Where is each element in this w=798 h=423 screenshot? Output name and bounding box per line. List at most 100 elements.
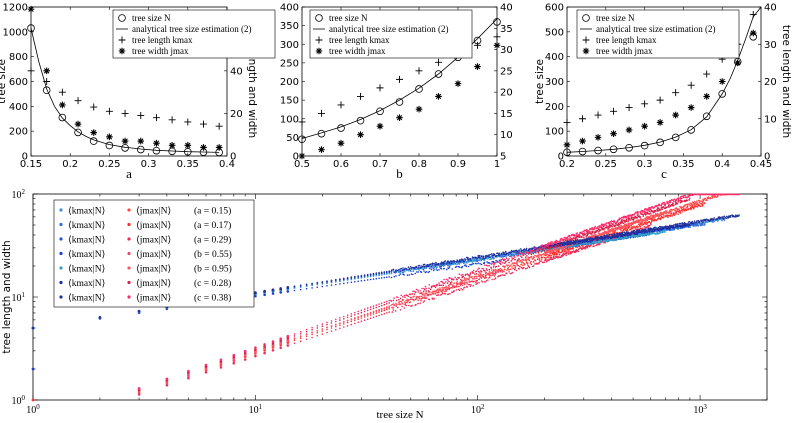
- j-point: [593, 245, 595, 247]
- k-point: [497, 254, 500, 257]
- j-point: [695, 203, 697, 206]
- j-point: [523, 263, 526, 266]
- j-point: [685, 208, 687, 211]
- k-point: [417, 266, 420, 269]
- j-point: [460, 287, 463, 290]
- j-point: [604, 230, 606, 232]
- j-point: [475, 283, 477, 286]
- j-point: [506, 264, 509, 267]
- j-point: [521, 260, 523, 262]
- j-point: [629, 228, 632, 231]
- j-point: [354, 319, 356, 322]
- j-point: [311, 329, 313, 331]
- j-point: [539, 253, 541, 256]
- j-point: [449, 292, 451, 295]
- j-point: [502, 265, 505, 267]
- j-point: [485, 271, 488, 274]
- j-point: [422, 292, 424, 294]
- j-point: [541, 253, 544, 256]
- j-point: [549, 256, 552, 259]
- j-point: [639, 216, 642, 218]
- j-point: [556, 256, 558, 259]
- k-point: [476, 263, 478, 265]
- k-point: [372, 275, 375, 277]
- tree-width-point: [376, 122, 384, 130]
- k-point: [339, 280, 341, 282]
- j-point: [453, 285, 455, 287]
- k-point: [455, 261, 458, 263]
- k-point: [577, 245, 580, 247]
- j-point: [409, 301, 412, 303]
- k-point: [687, 225, 689, 227]
- j-point: [621, 226, 623, 228]
- j-point: [699, 200, 701, 202]
- k-point: [520, 253, 522, 256]
- j-point: [667, 211, 669, 214]
- x-axis-label: tree size N: [376, 409, 423, 421]
- tree-size-point: [376, 107, 384, 116]
- k-point: [465, 265, 468, 268]
- k-point: [378, 277, 380, 280]
- j-point: [423, 296, 425, 299]
- j-point: [456, 281, 458, 283]
- j-point: [326, 323, 328, 326]
- j-point: [330, 322, 333, 324]
- j-point: [650, 221, 652, 224]
- j-point: [599, 243, 601, 246]
- j-point: [453, 286, 456, 289]
- j-point: [392, 303, 395, 305]
- k-point: [600, 239, 602, 242]
- k-point: [589, 243, 592, 245]
- j-point: [557, 247, 559, 250]
- x-tick-label: 1: [494, 159, 500, 170]
- k-point: [639, 235, 642, 237]
- j-point: [625, 227, 627, 229]
- legend-label: analytical tree size estimation (2): [132, 24, 251, 34]
- j-point: [474, 273, 476, 275]
- k-point: [458, 266, 461, 268]
- j-point: [642, 215, 645, 217]
- j-point: [577, 250, 580, 253]
- k-point: [633, 232, 635, 234]
- k-point: [383, 273, 386, 276]
- j-point: [545, 257, 547, 259]
- j-point: [478, 282, 480, 284]
- y-tick-label-right: 15: [500, 109, 513, 120]
- k-point: [492, 260, 495, 263]
- tree-length-point: [656, 96, 664, 104]
- j-point: [598, 232, 600, 235]
- tree-width-point: [579, 137, 586, 145]
- j-point: [343, 326, 345, 328]
- tree-size-point: [671, 133, 680, 142]
- j-point: [522, 258, 525, 261]
- j-point: [579, 246, 581, 248]
- j-point: [661, 212, 663, 215]
- legend-marker: [118, 36, 126, 44]
- j-point: [622, 225, 625, 227]
- j-point: [422, 294, 425, 296]
- j-point: [401, 305, 403, 308]
- k-point: [372, 278, 375, 280]
- j-point: [431, 291, 433, 294]
- j-point: [330, 325, 333, 327]
- j-point: [375, 309, 378, 312]
- k-point: [397, 271, 400, 273]
- j-point: [388, 311, 391, 313]
- j-point: [452, 287, 454, 289]
- j-point: [414, 291, 417, 293]
- j-point: [383, 303, 386, 306]
- tree-width-point: [396, 114, 403, 121]
- j-point: [642, 223, 644, 226]
- k-point: [354, 281, 356, 283]
- k-point: [425, 271, 428, 273]
- y-tick-label-left: 300: [280, 40, 299, 51]
- j-point: [554, 257, 556, 260]
- j-point: [299, 340, 302, 343]
- k-point: [311, 287, 313, 289]
- tree-size-point: [609, 145, 618, 154]
- legend-marker: [118, 14, 126, 22]
- tree-length-point: [357, 92, 364, 100]
- k-point: [460, 260, 462, 263]
- j-point: [572, 248, 575, 250]
- k-point: [624, 235, 627, 238]
